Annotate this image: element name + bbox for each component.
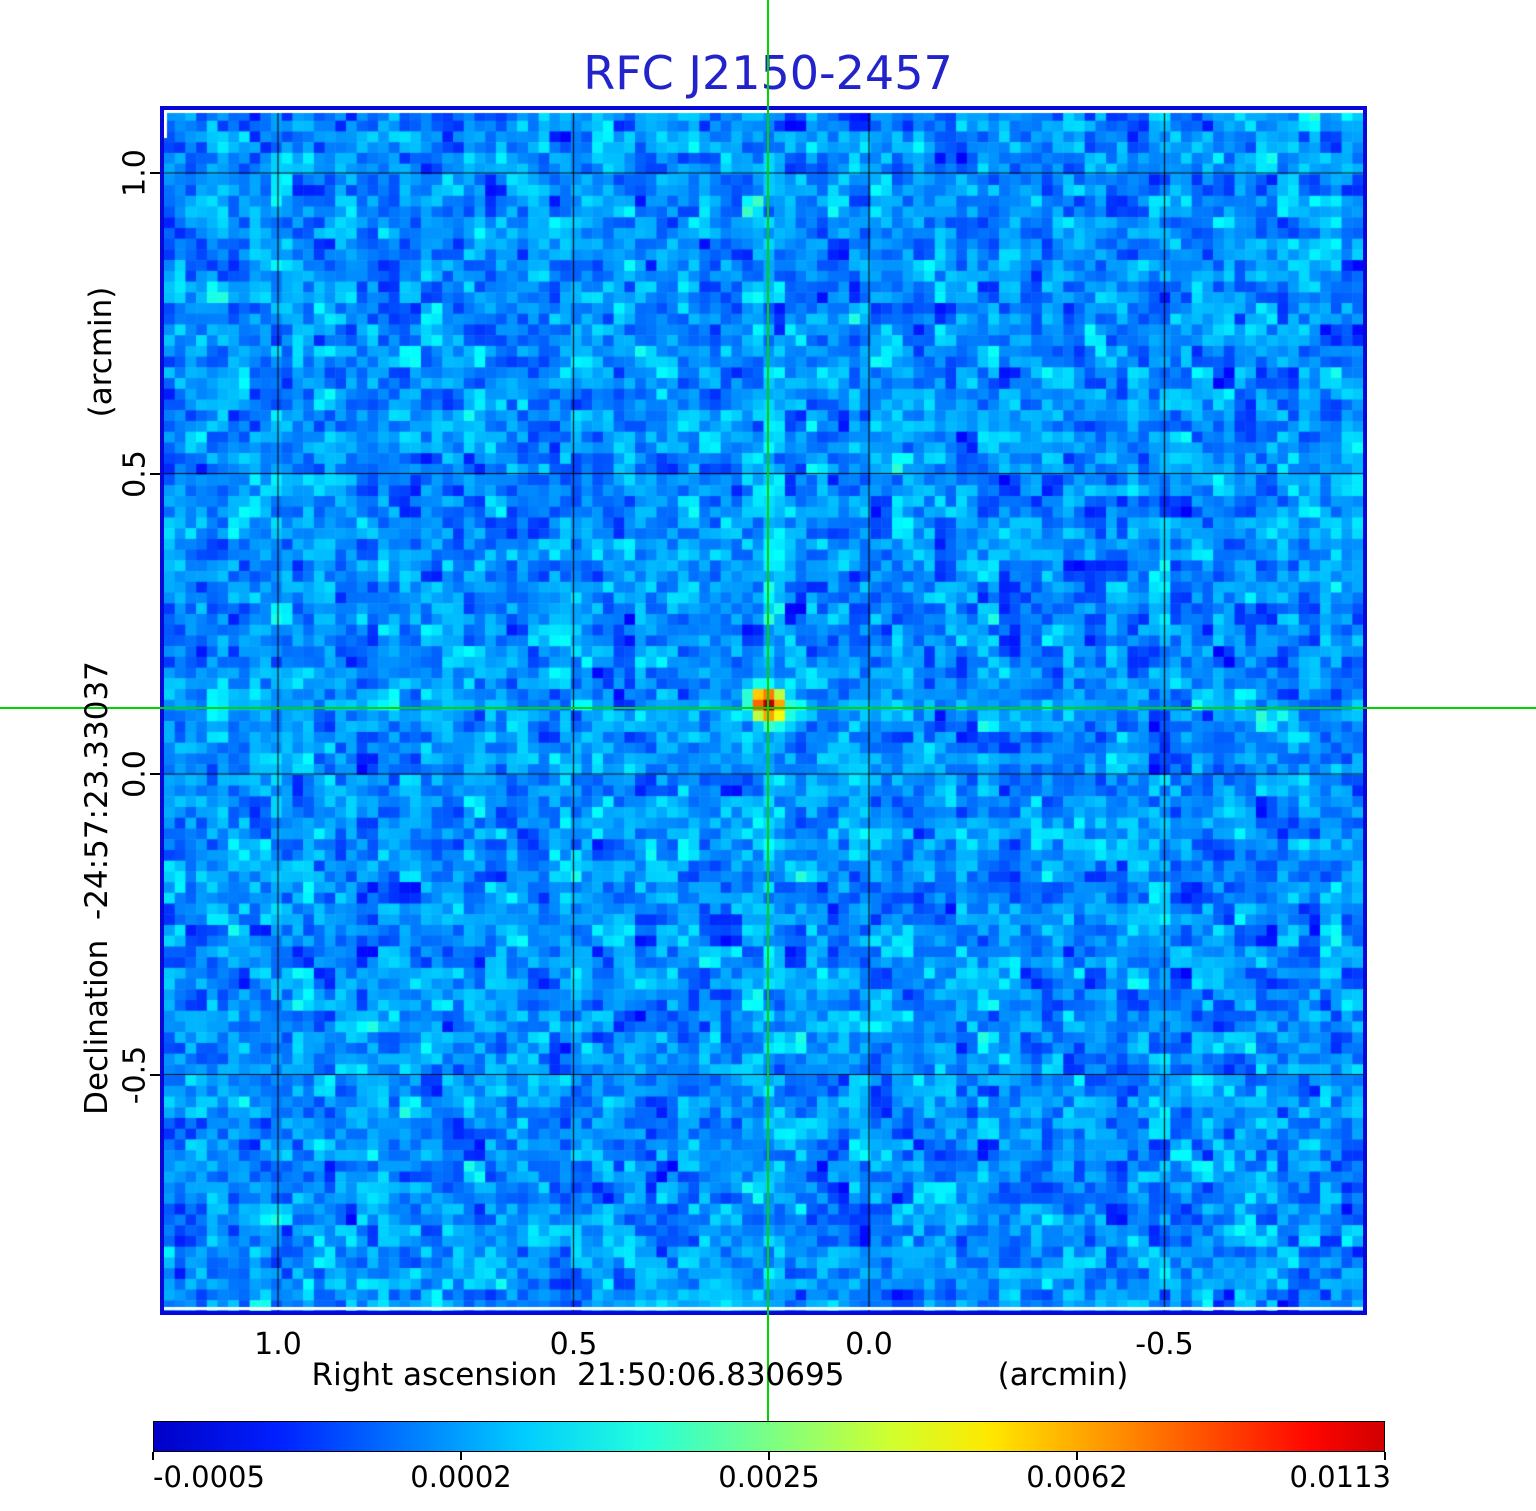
colorbar-tick-mark: [1076, 1452, 1078, 1460]
y-axis-tick-label: -0.5: [117, 1045, 153, 1104]
colorbar: [153, 1421, 1385, 1452]
x-axis-tick-label: 0.0: [845, 1327, 893, 1362]
y-axis-tick-label: 1.0: [117, 149, 153, 197]
x-axis-label: Right ascension 21:50:06.830695: [311, 1357, 845, 1393]
crosshair-horizontal-line: [0, 707, 1536, 709]
colorbar-tick-label: -0.0005: [153, 1460, 265, 1494]
colorbar-tick-mark: [1384, 1452, 1386, 1460]
x-axis-unit: (arcmin): [997, 1357, 1129, 1393]
colorbar-tick-label: 0.0113: [1289, 1460, 1391, 1494]
x-axis-tick-label: 1.0: [254, 1327, 302, 1362]
colorbar-tick-label: 0.0025: [718, 1460, 820, 1494]
colorbar-tick-label: 0.0062: [1026, 1460, 1128, 1494]
colorbar-gradient: [154, 1422, 1384, 1451]
crosshair-vertical-line: [767, 0, 769, 1421]
sky-image-heatmap: [164, 110, 1363, 1311]
y-axis-tick-mark: [150, 773, 160, 775]
y-axis-tick-mark: [150, 1073, 160, 1076]
y-axis-tick-mark: [150, 172, 160, 174]
colorbar-tick-mark: [460, 1452, 462, 1460]
x-axis-tick-label: 0.5: [549, 1327, 598, 1362]
y-axis-unit: (arcmin): [83, 286, 119, 418]
y-axis-tick-mark: [150, 472, 160, 475]
colorbar-tick-label: 0.0002: [410, 1460, 512, 1494]
image-frame: [160, 106, 1367, 1315]
colorbar-tick-mark: [152, 1452, 154, 1460]
y-axis-tick-label: 0.5: [117, 449, 153, 498]
colorbar-tick-mark: [768, 1452, 770, 1460]
x-axis-tick-label: -0.5: [1135, 1327, 1194, 1362]
y-axis-label: Declination -24:57:23.33037: [79, 661, 115, 1115]
y-axis-tick-label: 0.0: [117, 750, 153, 798]
